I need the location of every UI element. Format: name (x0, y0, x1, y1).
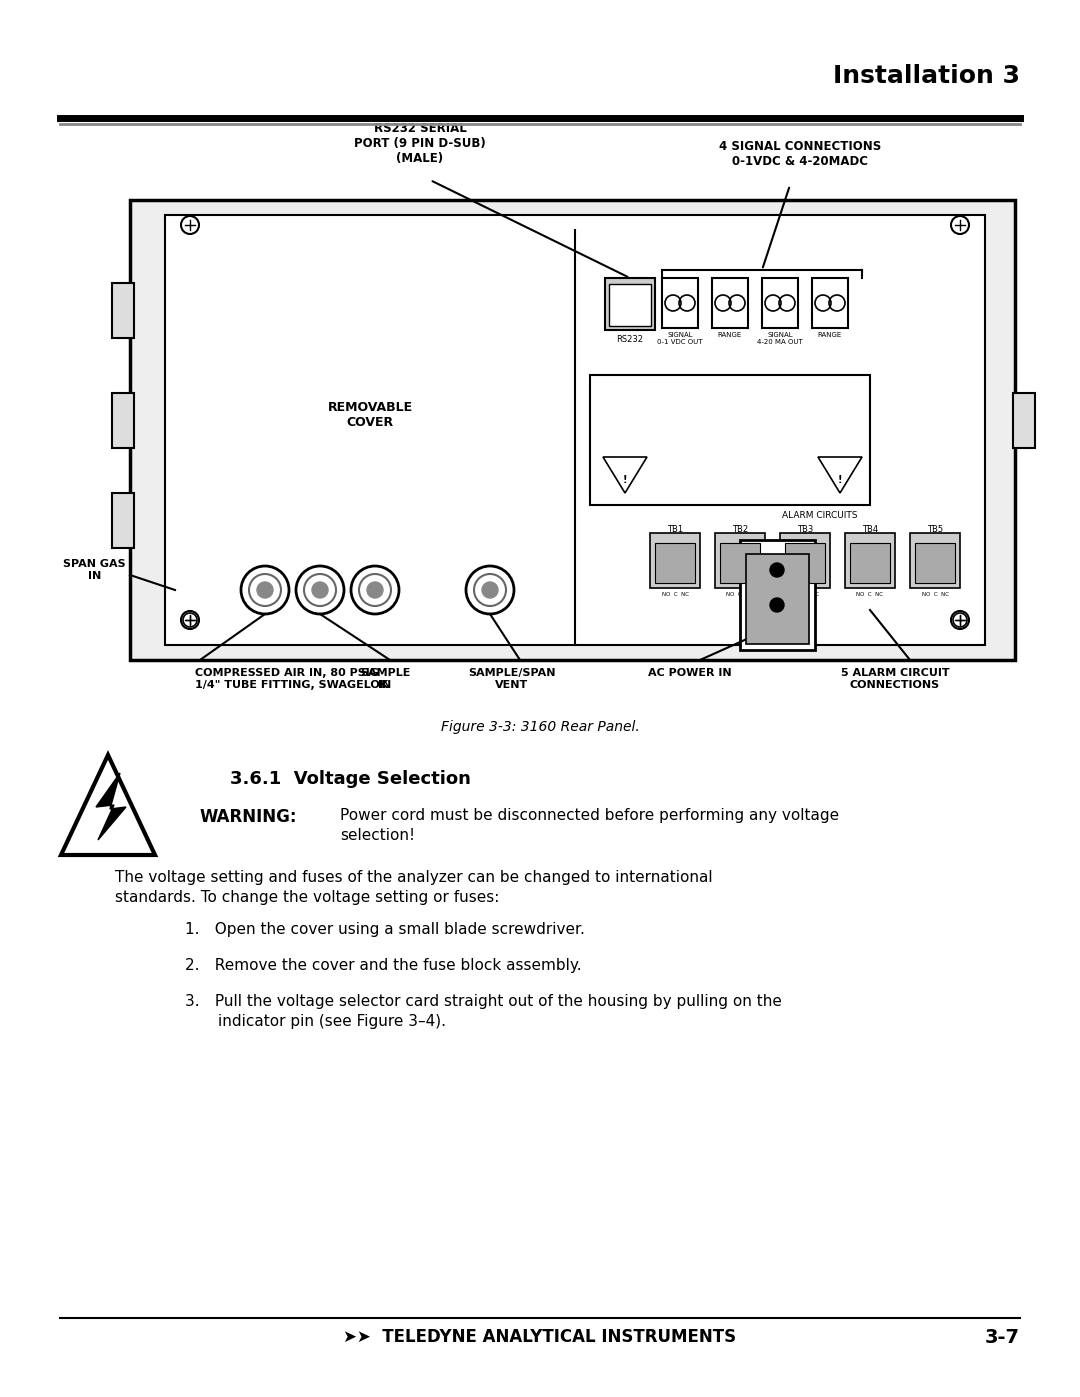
Text: POWER IN: POWER IN (702, 387, 758, 397)
Bar (780, 534, 831, 588)
Text: TB4: TB4 (862, 525, 878, 534)
Text: RS232 SERIAL
PORT (9 PIN D-SUB)
(MALE): RS232 SERIAL PORT (9 PIN D-SUB) (MALE) (354, 122, 486, 165)
Text: SAMPLE
IN: SAMPLE IN (360, 668, 410, 690)
Text: TB1: TB1 (667, 525, 683, 534)
Text: ➤➤  TELEDYNE ANALYTICAL INSTRUMENTS: ➤➤ TELEDYNE ANALYTICAL INSTRUMENTS (343, 1329, 737, 1345)
Text: RANGE: RANGE (818, 332, 842, 338)
Polygon shape (818, 457, 862, 493)
Text: standards. To change the voltage setting or fuses:: standards. To change the voltage setting… (114, 890, 499, 905)
Bar (720, 543, 760, 583)
Bar (915, 543, 955, 583)
Text: 3.6.1  Voltage Selection: 3.6.1 Voltage Selection (230, 770, 471, 788)
Text: ALARM CIRCUITS: ALARM CIRCUITS (782, 511, 858, 520)
Text: RS232: RS232 (617, 335, 644, 344)
Text: The voltage setting and fuses of the analyzer can be changed to international: The voltage setting and fuses of the ana… (114, 870, 713, 886)
Text: SIGNAL
4-20 MA OUT: SIGNAL 4-20 MA OUT (757, 332, 802, 345)
Bar (715, 534, 765, 588)
Bar (850, 543, 890, 583)
Bar (605, 278, 654, 330)
Bar (662, 278, 698, 328)
Polygon shape (60, 754, 156, 855)
Bar (746, 555, 809, 644)
Bar (845, 534, 895, 588)
Text: NO  C  NC: NO C NC (921, 592, 948, 597)
Bar (910, 534, 960, 588)
Text: WARNING:: WARNING: (200, 807, 297, 826)
Text: COMPRESSED AIR IN, 80 PSIG
1/4" TUBE FITTING, SWAGELOK: COMPRESSED AIR IN, 80 PSIG 1/4" TUBE FIT… (195, 668, 388, 690)
Text: NO  C  NC: NO C NC (792, 592, 819, 597)
Text: 2. Remove the cover and the fuse block assembly.: 2. Remove the cover and the fuse block a… (185, 958, 582, 972)
Text: 4 SIGNAL CONNECTIONS
0-1VDC & 4-20MADC: 4 SIGNAL CONNECTIONS 0-1VDC & 4-20MADC (719, 140, 881, 168)
Text: NO  C  NC: NO C NC (661, 592, 689, 597)
Text: !: ! (623, 475, 627, 485)
Bar (740, 541, 815, 650)
Text: (REFER TO MANUAL FOR VOLTAGE SELECTION)
110, 120, 220 or 240 V ∼
50/60 Hz 1.5 A : (REFER TO MANUAL FOR VOLTAGE SELECTION) … (649, 400, 811, 434)
Circle shape (770, 598, 784, 612)
Bar (812, 278, 848, 328)
Bar (785, 543, 825, 583)
Text: Installation 3: Installation 3 (833, 64, 1020, 88)
Text: SIGNAL
0-1 VDC OUT: SIGNAL 0-1 VDC OUT (658, 332, 703, 345)
Text: indicator pin (see Figure 3–4).: indicator pin (see Figure 3–4). (218, 1014, 446, 1030)
Text: CAUTION: RISK OF ELECTRIC SHOCK
DO NOT OPEN THE EQUIPMENT.
NO USER-SERVICEABLE P: CAUTION: RISK OF ELECTRIC SHOCK DO NOT O… (673, 460, 787, 482)
Text: 3-7: 3-7 (985, 1329, 1020, 1347)
Bar (1013, 393, 1035, 448)
Text: NO  C  NC: NO C NC (856, 592, 883, 597)
Text: AC POWER IN: AC POWER IN (648, 668, 732, 678)
Bar (112, 284, 134, 338)
Text: 3. Pull the voltage selector card straight out of the housing by pulling on the: 3. Pull the voltage selector card straig… (185, 995, 782, 1009)
Text: RANGE: RANGE (718, 332, 742, 338)
Polygon shape (603, 457, 647, 493)
Circle shape (367, 583, 383, 598)
Circle shape (770, 563, 784, 577)
Bar (165, 215, 985, 645)
Text: TB5: TB5 (927, 525, 943, 534)
Bar (654, 543, 696, 583)
Text: 5 ALARM CIRCUIT
CONNECTIONS: 5 ALARM CIRCUIT CONNECTIONS (840, 668, 949, 690)
Bar (590, 374, 870, 504)
Text: SAMPLE/SPAN
VENT: SAMPLE/SPAN VENT (469, 668, 556, 690)
Text: Figure 3-3: 3160 Rear Panel.: Figure 3-3: 3160 Rear Panel. (441, 719, 639, 733)
Bar (762, 278, 798, 328)
Bar (130, 200, 1015, 659)
Text: !: ! (838, 475, 842, 485)
Circle shape (312, 583, 328, 598)
Text: SPAN GAS
IN: SPAN GAS IN (64, 559, 126, 581)
Circle shape (257, 583, 273, 598)
Text: TB2: TB2 (732, 525, 748, 534)
Bar (650, 534, 700, 588)
Text: selection!: selection! (340, 828, 415, 842)
Text: NO  C  NC: NO C NC (727, 592, 754, 597)
Bar (609, 284, 651, 326)
Polygon shape (96, 773, 126, 840)
Text: Power cord must be disconnected before performing any voltage: Power cord must be disconnected before p… (340, 807, 839, 823)
Text: TB3: TB3 (797, 525, 813, 534)
Bar (112, 393, 134, 448)
Text: 1. Open the cover using a small blade screwdriver.: 1. Open the cover using a small blade sc… (185, 922, 585, 937)
Bar (712, 278, 748, 328)
Circle shape (482, 583, 498, 598)
Bar (112, 493, 134, 548)
Text: REMOVABLE
COVER: REMOVABLE COVER (327, 401, 413, 429)
